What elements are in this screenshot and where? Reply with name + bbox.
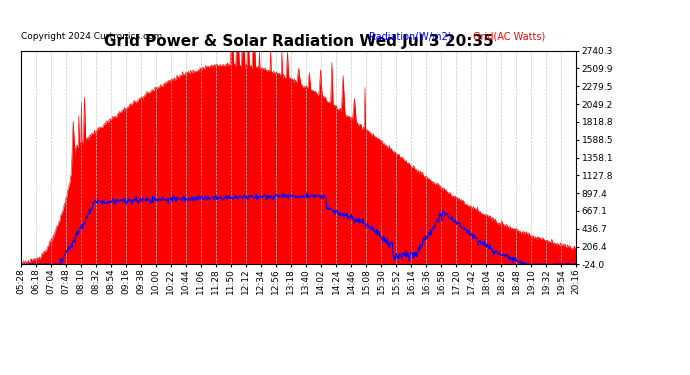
Text: Copyright 2024 Curtronics.com: Copyright 2024 Curtronics.com xyxy=(21,32,162,41)
Title: Grid Power & Solar Radiation Wed Jul 3 20:35: Grid Power & Solar Radiation Wed Jul 3 2… xyxy=(104,34,493,50)
Text: Radiation(W/m2): Radiation(W/m2) xyxy=(369,32,452,41)
Text: Grid(AC Watts): Grid(AC Watts) xyxy=(473,32,545,41)
